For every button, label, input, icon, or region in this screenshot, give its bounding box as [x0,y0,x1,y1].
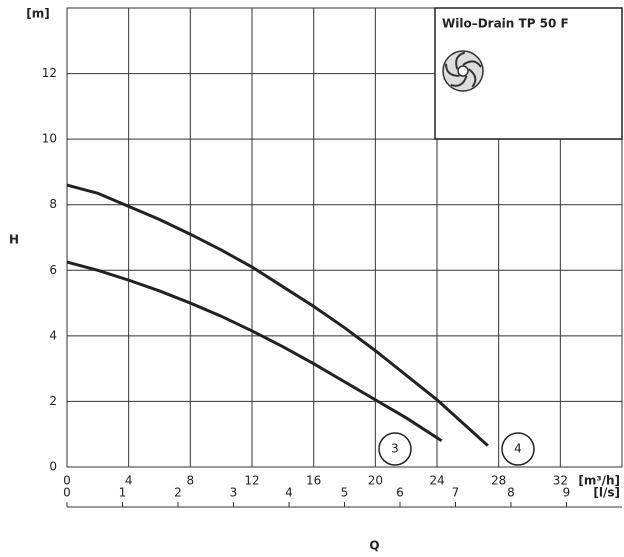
x2-tick-label: 0 [63,486,71,500]
x-label: Q [369,539,379,553]
y-tick-label: 10 [42,132,57,146]
x2-tick-label: 9 [563,486,571,500]
y-tick-label: 8 [49,197,57,211]
y-tick-label: 12 [42,66,57,80]
y-tick-label: 6 [49,263,57,277]
x-tick-label: 8 [187,474,195,488]
y-unit: [m] [26,7,49,21]
series-label: 3 [391,442,399,456]
x-tick-label: 12 [244,474,259,488]
impeller-icon [442,50,484,92]
series-label-circle [501,432,535,466]
y-tick-label: 4 [49,328,57,342]
x2-tick-label: 2 [174,486,182,500]
impeller-vane [462,60,482,68]
x2-tick-label: 1 [119,486,127,500]
x-tick-label: 32 [553,474,568,488]
impeller-vane [468,68,477,88]
x-tick-label: 24 [429,474,444,488]
series-label: 4 [514,442,522,456]
x-tick-label: 20 [368,474,383,488]
impeller-vane [445,63,460,77]
chart-title: Wilo–Drain TP 50 F [442,17,569,31]
x-tick-label: 4 [125,474,133,488]
x-tick-label: 28 [491,474,506,488]
x2-tick-label: 8 [507,486,515,500]
y-tick-label: 2 [49,394,57,408]
x-unit: [m³/h] [578,474,620,488]
x2-tick-label: 5 [341,486,349,500]
y-label: H [9,233,19,247]
line-series [66,260,443,443]
x2-tick-label: 7 [452,486,460,500]
x-tick-label: 0 [63,474,71,488]
x-tick-label: 16 [306,474,321,488]
x2-unit: [l/s] [593,486,620,500]
impeller-vane [455,51,466,70]
line-series [66,183,489,447]
x2-tick-label: 3 [230,486,238,500]
impeller-vane [450,75,468,87]
x2-tick-label: 6 [396,486,404,500]
series-label-circle [378,432,412,466]
impeller-hub [457,65,469,77]
x2-tick-label: 4 [285,486,293,500]
y-tick-label: 0 [49,460,57,474]
